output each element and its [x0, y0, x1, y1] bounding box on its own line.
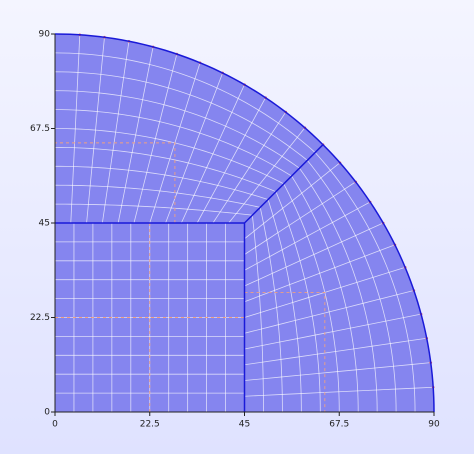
- y-tick-label: 22.5: [30, 313, 50, 323]
- mesh-line: [275, 191, 321, 413]
- mesh-line: [314, 152, 416, 413]
- y-tick-label: 0: [44, 408, 50, 418]
- guide-line: [244, 291, 326, 412]
- guide-line: [55, 142, 176, 223]
- x-tick-label: 67.5: [329, 420, 349, 430]
- mesh-line: [54, 203, 253, 216]
- x-tick-label: 90: [428, 420, 440, 430]
- mesh-line: [251, 215, 264, 413]
- mesh-line: [54, 109, 292, 177]
- mesh-line: [54, 184, 261, 208]
- mesh-line: [291, 175, 359, 413]
- mesh-line: [54, 71, 308, 161]
- guide-lines: [55, 142, 326, 412]
- block-edge: [55, 144, 324, 412]
- mesh-line: [267, 199, 302, 413]
- mesh-line: [259, 207, 283, 413]
- x-tick-label: 22.5: [140, 420, 160, 430]
- y-tick-label: 90: [39, 30, 51, 40]
- outer-arc: [54, 33, 435, 413]
- mesh-line: [54, 147, 277, 193]
- mesh-line: [54, 90, 300, 169]
- y-tick-label: 67.5: [30, 124, 50, 134]
- mesh-line: [54, 165, 269, 200]
- x-tick-label: 0: [52, 420, 58, 430]
- y-tick-label: 45: [39, 219, 50, 229]
- x-tick-label: 45: [239, 420, 250, 430]
- mesh-line: [54, 52, 316, 153]
- mesh-line: [299, 167, 378, 413]
- mesh-line: [306, 160, 397, 413]
